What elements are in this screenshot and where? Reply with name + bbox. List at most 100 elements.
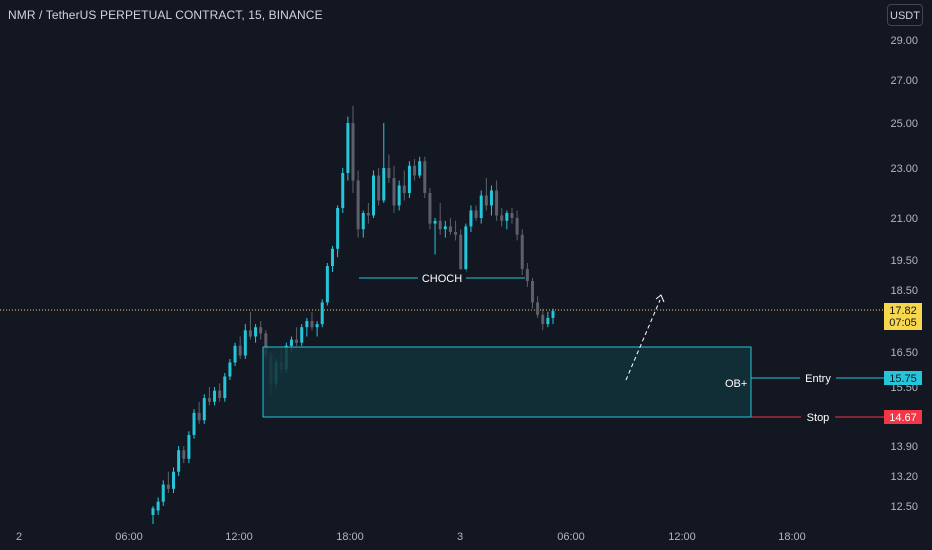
candle-body <box>464 226 468 269</box>
candle-body <box>413 165 417 176</box>
candle-body <box>366 213 370 216</box>
candles <box>151 105 555 524</box>
price-tick-label: 13.20 <box>890 471 918 483</box>
price-tick-label: 25.00 <box>890 118 918 130</box>
time-tick-label: 18:00 <box>778 531 806 543</box>
time-tick-label: 06:00 <box>115 531 143 543</box>
candle-body <box>289 339 293 346</box>
entry-label-bg <box>800 371 836 385</box>
candle-body <box>536 302 540 315</box>
candle-body <box>161 484 165 502</box>
candle-body <box>202 398 206 421</box>
candle-body <box>356 180 360 230</box>
time-tick-label: 18:00 <box>336 531 364 543</box>
candle-body <box>223 376 227 399</box>
candle-body <box>218 390 222 399</box>
candle-body <box>479 195 483 218</box>
stop-label-bg <box>801 410 835 424</box>
candle-body <box>454 232 458 235</box>
candle-body <box>474 210 478 218</box>
price-tick-label: 13.90 <box>890 441 918 453</box>
price-tick-label: 29.00 <box>890 35 918 47</box>
candle-body <box>510 213 514 218</box>
candle-body <box>402 185 406 193</box>
candle-body <box>515 218 519 235</box>
candle-body <box>264 333 268 356</box>
candle-body <box>433 220 437 224</box>
time-axis[interactable]: 2 06:00 12:00 18:00 3 06:00 12:00 18:00 <box>16 531 806 543</box>
order-block-zone[interactable] <box>262 346 752 418</box>
candle-body <box>387 168 391 178</box>
candle-body <box>551 311 555 318</box>
candle-body <box>315 324 319 328</box>
candle-body <box>489 190 493 206</box>
candle-body <box>372 175 376 216</box>
current-price-value: 17.82 <box>889 305 917 317</box>
candle-body <box>525 269 529 281</box>
candle-body <box>213 390 217 402</box>
candle-body <box>182 450 186 459</box>
countdown-value: 07:05 <box>889 317 917 329</box>
choch-label-bg <box>418 270 466 286</box>
candle-body <box>520 234 524 269</box>
stop-price-value: 14.67 <box>889 412 917 424</box>
candle-body <box>407 165 411 193</box>
candle-body <box>392 178 396 206</box>
candle-body <box>459 234 463 269</box>
candle-body <box>341 173 345 208</box>
candle-body <box>151 508 155 515</box>
candle-body <box>469 210 473 227</box>
price-tick-label: 27.00 <box>890 75 918 87</box>
time-tick-label: 3 <box>457 531 463 543</box>
time-tick-label: 2 <box>16 531 22 543</box>
candle-body <box>448 226 452 232</box>
candle-body <box>423 161 427 193</box>
projection-line <box>625 299 661 381</box>
candle-body <box>177 450 181 472</box>
candle-body <box>377 175 381 201</box>
time-tick-label: 06:00 <box>557 531 585 543</box>
price-axis[interactable]: 29.00 27.00 25.00 23.00 21.00 19.50 18.50 16.50… <box>890 35 918 513</box>
price-tick-label: 21.00 <box>890 213 918 225</box>
candle-body <box>156 501 160 511</box>
current-price-badge <box>884 303 922 330</box>
candle-body <box>484 195 488 206</box>
time-tick-label: 12:00 <box>225 531 253 543</box>
price-tick-label: 18.50 <box>890 285 918 297</box>
candle-body <box>166 484 170 489</box>
price-tick-label: 23.00 <box>890 163 918 175</box>
price-tick-label: 12.50 <box>890 501 918 513</box>
candle-body <box>428 193 432 224</box>
order-block-label: OB+ <box>725 378 747 390</box>
candle-body <box>192 412 196 435</box>
candle-body <box>300 327 304 343</box>
candle-body <box>418 161 422 176</box>
price-tick-label: 16.50 <box>890 347 918 359</box>
candle-body <box>351 123 355 181</box>
candle-body <box>259 327 263 334</box>
candle-body <box>530 281 534 303</box>
candle-body <box>228 362 232 377</box>
candle-body <box>243 330 247 356</box>
candle-body <box>187 434 191 459</box>
candle-body <box>336 208 340 249</box>
projection-arrow <box>655 294 665 303</box>
candle-body <box>207 398 211 402</box>
entry-price-badge <box>884 371 922 385</box>
candle-body <box>505 213 509 221</box>
candle-body <box>320 302 324 325</box>
candle-body <box>361 213 365 230</box>
candle-body <box>541 314 545 325</box>
candle-body <box>295 339 299 343</box>
candle-body <box>248 330 252 337</box>
currency-button[interactable]: USDT <box>887 4 923 26</box>
candle-body <box>330 248 334 266</box>
candle-body <box>495 190 499 216</box>
choch-label: CHOCH <box>422 273 462 285</box>
entry-price-value: 15.75 <box>889 373 917 385</box>
candle-body <box>172 471 176 489</box>
entry-label: Entry <box>805 373 831 385</box>
candle-body <box>546 317 550 325</box>
candle-body <box>443 226 447 230</box>
